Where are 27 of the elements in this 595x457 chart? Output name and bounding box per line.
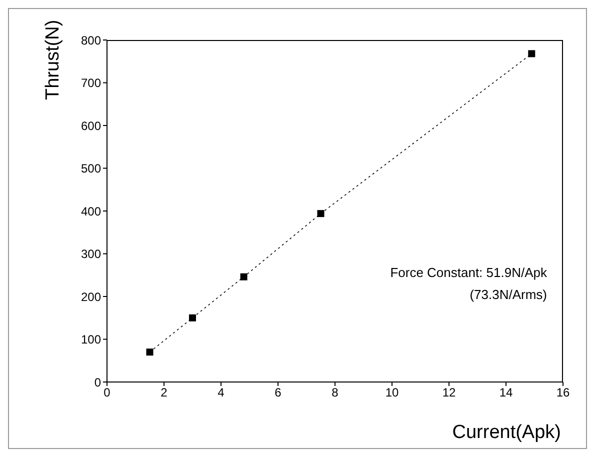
y-tick-label: 700 (80, 76, 102, 90)
y-tick-label: 800 (80, 33, 102, 48)
y-tick-label: 600 (80, 118, 102, 133)
y-tick-label: 300 (80, 247, 102, 262)
x-tick-label: 2 (160, 386, 168, 400)
x-tick-label: 6 (274, 386, 282, 400)
x-tick-label: 10 (385, 386, 399, 400)
x-tick-label: 16 (556, 386, 570, 400)
point (189, 314, 196, 322)
y-tick-label: 500 (80, 162, 102, 176)
y-tick-label: 400 (80, 204, 102, 218)
y-axis-title: Thrust(N) (42, 20, 64, 100)
y-tick-label: 200 (80, 290, 102, 304)
point (528, 50, 536, 58)
x-tick-label: 8 (332, 386, 339, 400)
point (240, 273, 248, 280)
y-tick-label: 0 (94, 375, 102, 390)
x-tick-label: 12 (442, 386, 456, 400)
x-tick-label: 14 (499, 386, 513, 400)
y-tick-label: 100 (80, 332, 102, 347)
x-tick-label: 0 (104, 386, 111, 400)
point (146, 348, 154, 356)
annotation: (73.3N/Arms) (468, 286, 547, 304)
x-tick-label: 4 (218, 386, 225, 400)
point (317, 210, 324, 218)
annotation: Force Constant: 51.9N/Apk (390, 264, 547, 282)
x-axis-title: Current(Apk) (452, 422, 561, 443)
